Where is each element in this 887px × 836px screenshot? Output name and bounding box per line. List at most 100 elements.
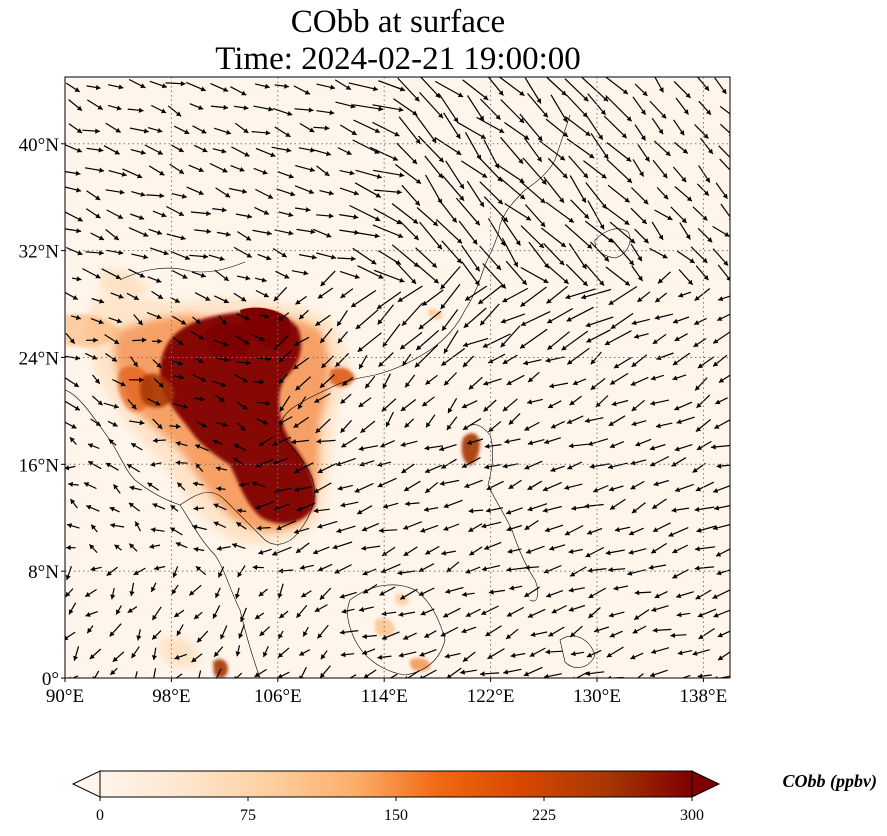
wind-vector-head	[245, 275, 251, 281]
wind-vector-head	[586, 652, 593, 658]
wind-vector-head	[113, 339, 120, 344]
wind-vector-head	[658, 87, 664, 93]
wind-vector-head	[195, 444, 201, 449]
wind-vector-head	[588, 593, 594, 598]
wind-vector-head	[655, 423, 661, 429]
wind-vector-head	[263, 292, 269, 298]
wind-vector-head	[359, 606, 365, 612]
wind-vector-shaft	[505, 260, 528, 286]
wind-vector-shaft	[424, 155, 444, 179]
wind-vector-head	[713, 488, 719, 493]
wind-vector-head	[482, 566, 487, 572]
wind-vector-head	[319, 382, 325, 388]
wind-vector-head	[214, 651, 219, 657]
wind-vector-head	[85, 612, 91, 617]
wind-vector-head	[676, 612, 682, 618]
wind-vector-shaft	[373, 269, 405, 283]
wind-vector-head	[256, 525, 262, 531]
wind-vector-head	[398, 652, 404, 658]
wind-vector-head	[661, 113, 667, 119]
wind-vector-head	[423, 506, 429, 512]
wind-vector-head	[181, 193, 187, 199]
wind-vector-head	[239, 482, 245, 488]
wind-vector-head	[402, 360, 408, 366]
wind-vector-shaft	[391, 203, 419, 225]
wind-vector-head	[299, 675, 304, 678]
wind-vector-head	[139, 420, 145, 426]
wind-vector-head	[272, 550, 278, 556]
wind-vector-head	[118, 293, 124, 299]
wind-vector-head	[362, 633, 367, 640]
wind-vector-head	[218, 572, 223, 578]
wind-vector-head	[397, 570, 403, 576]
wind-vector-head	[232, 543, 238, 548]
wind-vector-head	[340, 427, 346, 433]
wind-vector-head	[513, 261, 518, 267]
wind-vector-head	[403, 635, 409, 640]
wind-vector-head	[397, 189, 402, 195]
wind-vector-shaft	[397, 77, 420, 102]
wind-vector-head	[317, 293, 324, 299]
wind-vector-head	[425, 488, 431, 493]
wind-vector-shaft	[425, 174, 443, 205]
wind-vector-head	[294, 529, 299, 534]
wind-vector-shaft	[519, 328, 548, 349]
wind-vector-head	[75, 355, 81, 361]
map-gridlines	[65, 77, 730, 678]
wind-vector-head	[422, 300, 428, 306]
wind-vector-head	[622, 89, 628, 94]
wind-vector-head	[110, 669, 116, 675]
wind-vector-head	[726, 276, 730, 281]
colorbar-tick-label: 0	[96, 807, 104, 824]
wind-vector-head	[564, 485, 570, 490]
wind-vector-head	[77, 216, 83, 222]
wind-vector-shaft	[520, 286, 547, 307]
wind-vector-head	[676, 593, 682, 599]
wind-vector-head	[585, 131, 591, 136]
wind-vector-head	[140, 149, 146, 155]
wind-vector-head	[548, 631, 554, 637]
wind-vector-head	[695, 594, 701, 600]
wind-vector-head	[609, 486, 615, 492]
wind-vector-head	[309, 127, 315, 133]
wind-vector-head	[568, 443, 574, 449]
wind-vector-head	[540, 198, 546, 204]
wind-vector-shaft	[611, 238, 635, 266]
wind-vector-shaft	[520, 181, 546, 204]
wind-vector-head	[325, 151, 331, 157]
wind-vector-head	[213, 521, 219, 527]
wind-vector-head	[422, 401, 428, 407]
wind-vector-head	[538, 243, 544, 248]
wind-vector-head	[563, 278, 569, 284]
wind-vector-shaft	[543, 176, 565, 204]
wind-vector-head	[76, 128, 82, 133]
wind-vector-head	[399, 86, 405, 92]
wind-vector-head	[172, 572, 178, 578]
wind-vector-head	[465, 612, 471, 617]
wind-vector-head	[97, 104, 103, 110]
wind-vector-head	[242, 188, 247, 194]
wind-vector-head	[443, 503, 449, 509]
wind-vector-shaft	[476, 116, 505, 134]
wind-vector-head	[73, 382, 79, 387]
wind-vector-head	[73, 655, 78, 661]
wind-vector-head	[215, 466, 221, 472]
wind-vector-head	[482, 173, 488, 178]
wind-vector-head	[509, 585, 515, 591]
wind-vector-head	[118, 250, 124, 256]
wind-vector-shaft	[504, 203, 532, 221]
wind-vector-head	[675, 487, 681, 492]
wind-vector-head	[600, 109, 606, 115]
wind-vector-head	[242, 404, 248, 410]
wind-vector-shaft	[352, 139, 380, 154]
wind-vector-head	[500, 318, 506, 324]
wind-vector-head	[609, 632, 615, 638]
wind-vector-head	[515, 240, 521, 246]
wind-vector-head	[547, 318, 553, 324]
wind-vector-head	[267, 194, 273, 199]
wind-vector-head	[488, 589, 494, 595]
wind-vector-head	[694, 506, 700, 512]
wind-vector-head	[170, 505, 176, 510]
wind-vector-shaft	[603, 115, 628, 139]
wind-vector-head	[193, 505, 199, 511]
